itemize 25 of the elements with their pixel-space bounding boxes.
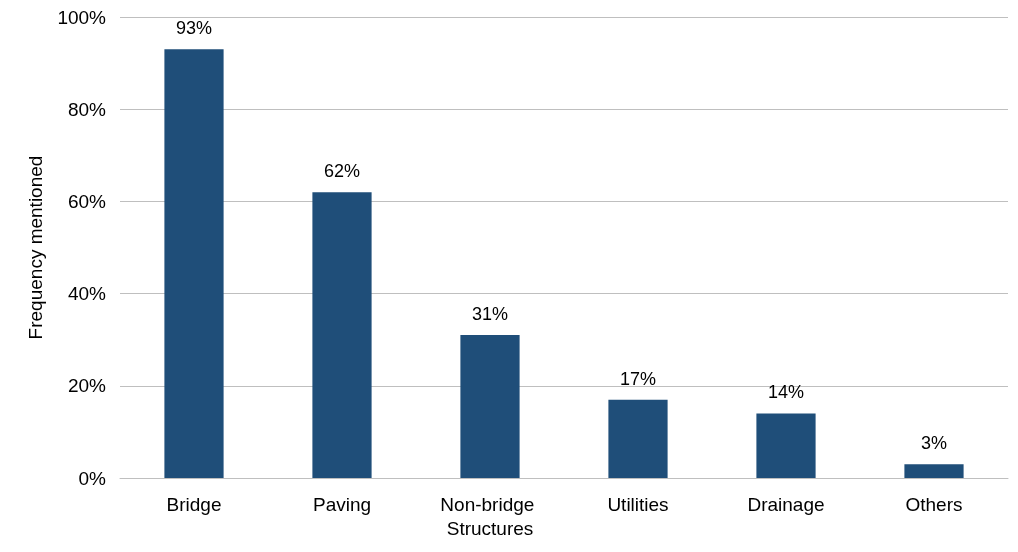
bar (608, 399, 668, 478)
data-label: 31% (471, 304, 509, 325)
bar (904, 464, 964, 478)
bar (460, 335, 520, 478)
x-tick-label: Bridge (166, 493, 222, 515)
y-tick-label: 80% (67, 98, 107, 120)
x-tick-label: Utilities (607, 493, 669, 515)
data-label: 62% (323, 161, 361, 182)
data-label: 17% (619, 368, 657, 389)
y-tick-label: 100% (57, 6, 107, 28)
data-label: 14% (767, 382, 805, 403)
x-tick-label: Others (905, 493, 963, 515)
data-label: 3% (920, 433, 948, 454)
bar (164, 49, 224, 478)
x-tick-label: Paving (312, 493, 372, 515)
y-axis-title: Frequency mentioned (25, 155, 46, 340)
x-tick-label: Drainage (747, 493, 825, 515)
y-tick-label: 60% (67, 190, 107, 212)
y-tick-label: 40% (67, 283, 107, 305)
bar (756, 413, 816, 478)
bar (312, 192, 372, 478)
y-tick-label: 0% (78, 467, 107, 489)
x-tick-label: Non-bridge Structures (440, 493, 540, 539)
y-tick-label: 20% (67, 375, 107, 397)
data-label: 93% (175, 18, 213, 39)
